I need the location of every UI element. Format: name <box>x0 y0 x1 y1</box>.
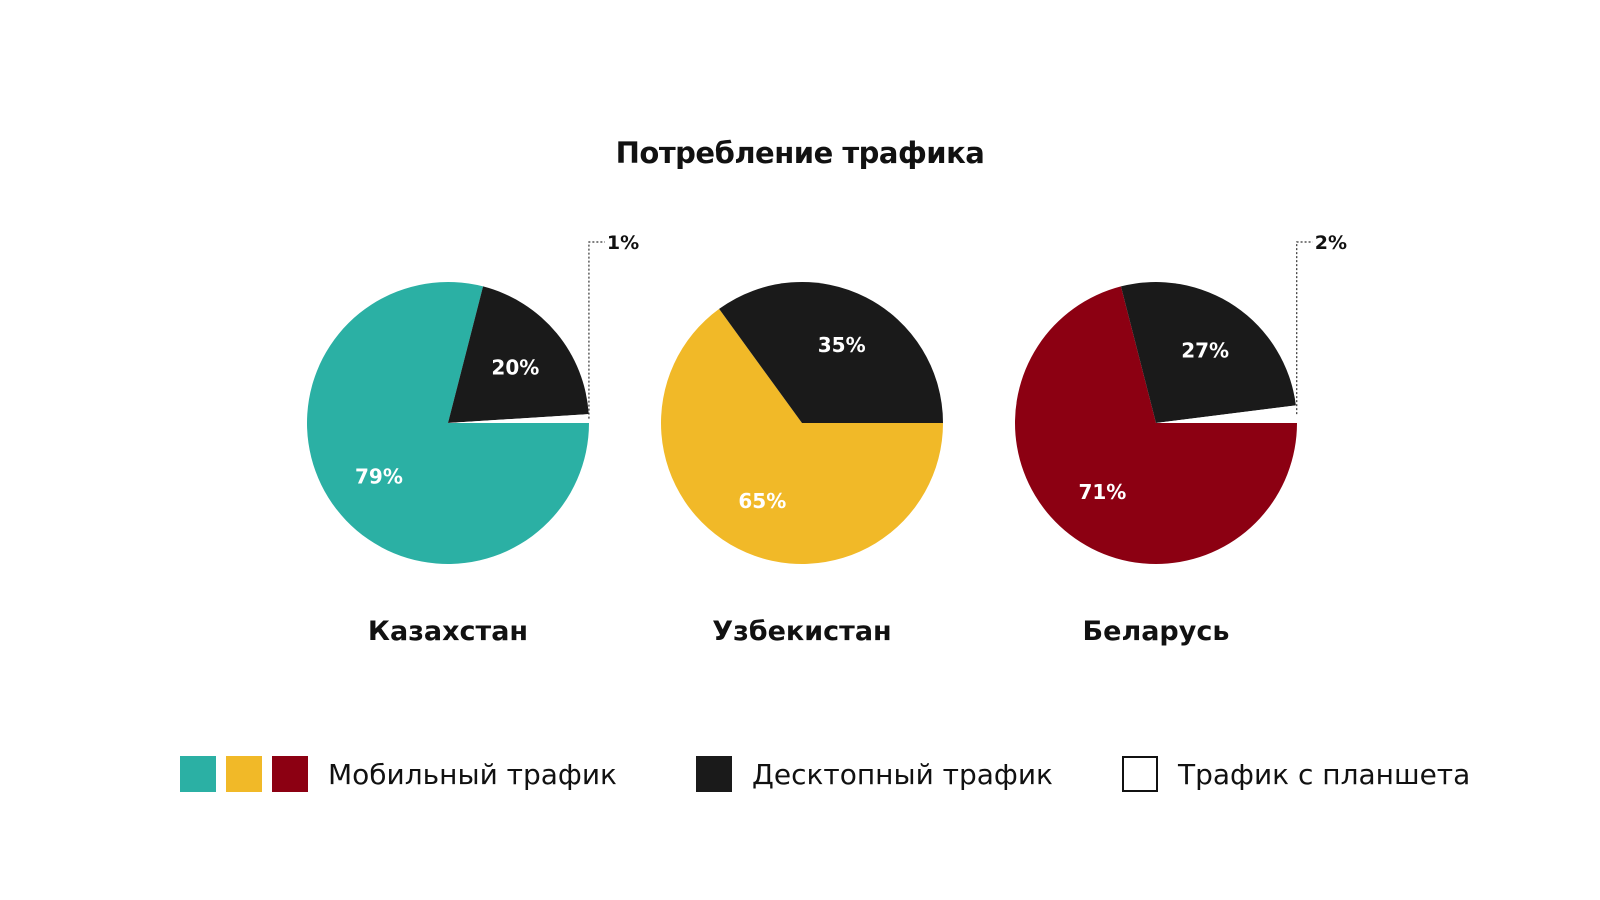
chart-title: Потребление трафика <box>615 136 985 170</box>
pie-slice-belarus-2 <box>1156 405 1297 423</box>
callout-label-kazakhstan: 1% <box>607 232 639 254</box>
callout-line-kazakhstan <box>588 241 605 419</box>
legend-tablet: Трафик с планшета <box>1122 756 1470 792</box>
legend-swatch-desktop <box>696 756 732 792</box>
country-label-belarus: Беларусь <box>1083 616 1230 647</box>
callout-label-belarus: 2% <box>1315 232 1347 254</box>
legend-label-desktop: Десктопный трафик <box>752 757 1053 791</box>
pie-slice-kazakhstan-2 <box>448 414 589 423</box>
legend-swatch-mobile-kz <box>180 756 216 792</box>
slice-label-uzbekistan-1: 35% <box>818 333 866 357</box>
pie-slice-belarus-1 <box>1120 282 1296 423</box>
slice-label-uzbekistan-0: 65% <box>738 489 786 513</box>
pie-slice-kazakhstan-1 <box>448 286 589 423</box>
slice-label-belarus-1: 27% <box>1181 339 1229 363</box>
slice-label-kazakhstan-0: 79% <box>355 465 403 489</box>
country-label-uzbekistan: Узбекистан <box>712 616 891 647</box>
legend-swatch-mobile-uz <box>226 756 262 792</box>
legend-label-mobile: Мобильный трафик <box>328 757 617 791</box>
legend-label-tablet: Трафик с планшета <box>1178 757 1471 791</box>
legend-swatch-tablet <box>1122 756 1158 792</box>
slice-label-kazakhstan-1: 20% <box>491 355 539 379</box>
legend-desktop: Десктопный трафик <box>696 756 1053 792</box>
callout-line-belarus <box>1296 241 1313 415</box>
slice-label-belarus-0: 71% <box>1078 480 1126 504</box>
legend-swatch-mobile-by <box>272 756 308 792</box>
pie-slice-belarus-0 <box>1015 286 1297 564</box>
pie-slice-uzbekistan-0 <box>661 308 943 564</box>
pie-slice-uzbekistan-1 <box>719 282 943 423</box>
legend-mobile: Мобильный трафик <box>180 756 617 792</box>
country-label-kazakhstan: Казахстан <box>368 616 528 647</box>
